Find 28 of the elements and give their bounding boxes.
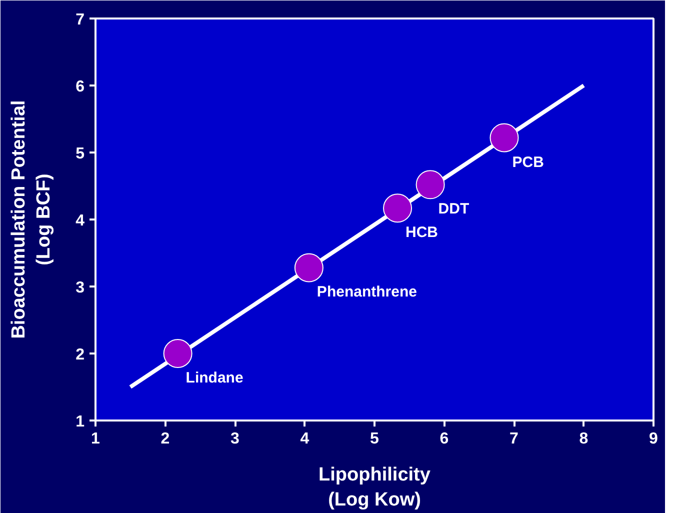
point: [416, 170, 445, 200]
x-tick-label: 3: [230, 430, 240, 448]
x-tick-label: 4: [300, 430, 310, 448]
point: [383, 194, 412, 223]
y-tick-label: 5: [76, 146, 85, 162]
x-tick-label: 7: [510, 430, 519, 448]
y-axis-title: Bioaccumulation Potential (Log BCF): [8, 100, 55, 339]
y-tick-label: 6: [76, 78, 85, 96]
x-tick-label: 6: [440, 430, 449, 448]
x-tick-label: 1: [91, 430, 100, 448]
y-tick-label: 2: [76, 346, 85, 364]
x-tick-label: 5: [370, 430, 380, 448]
x-axis-title: Lipophilicity (Log Kow): [318, 464, 431, 511]
point: [490, 123, 519, 152]
annotation: Phenanthrene: [316, 284, 417, 301]
annotation: Lindane: [186, 370, 244, 386]
annotation: HCB: [406, 224, 438, 242]
x-tick-label: 8: [579, 430, 588, 448]
point: [163, 339, 192, 368]
annotation: PCB: [512, 154, 544, 171]
y-tick-label: 1: [76, 414, 85, 430]
y-tick-label: 4: [76, 212, 85, 230]
point: [294, 253, 324, 282]
y-tick-label: 3: [76, 280, 85, 296]
x-tick-label: 9: [649, 430, 658, 448]
y-tick-label: 7: [76, 12, 85, 28]
annotation: DDT: [438, 200, 470, 218]
x-tick-label: 2: [160, 430, 170, 448]
